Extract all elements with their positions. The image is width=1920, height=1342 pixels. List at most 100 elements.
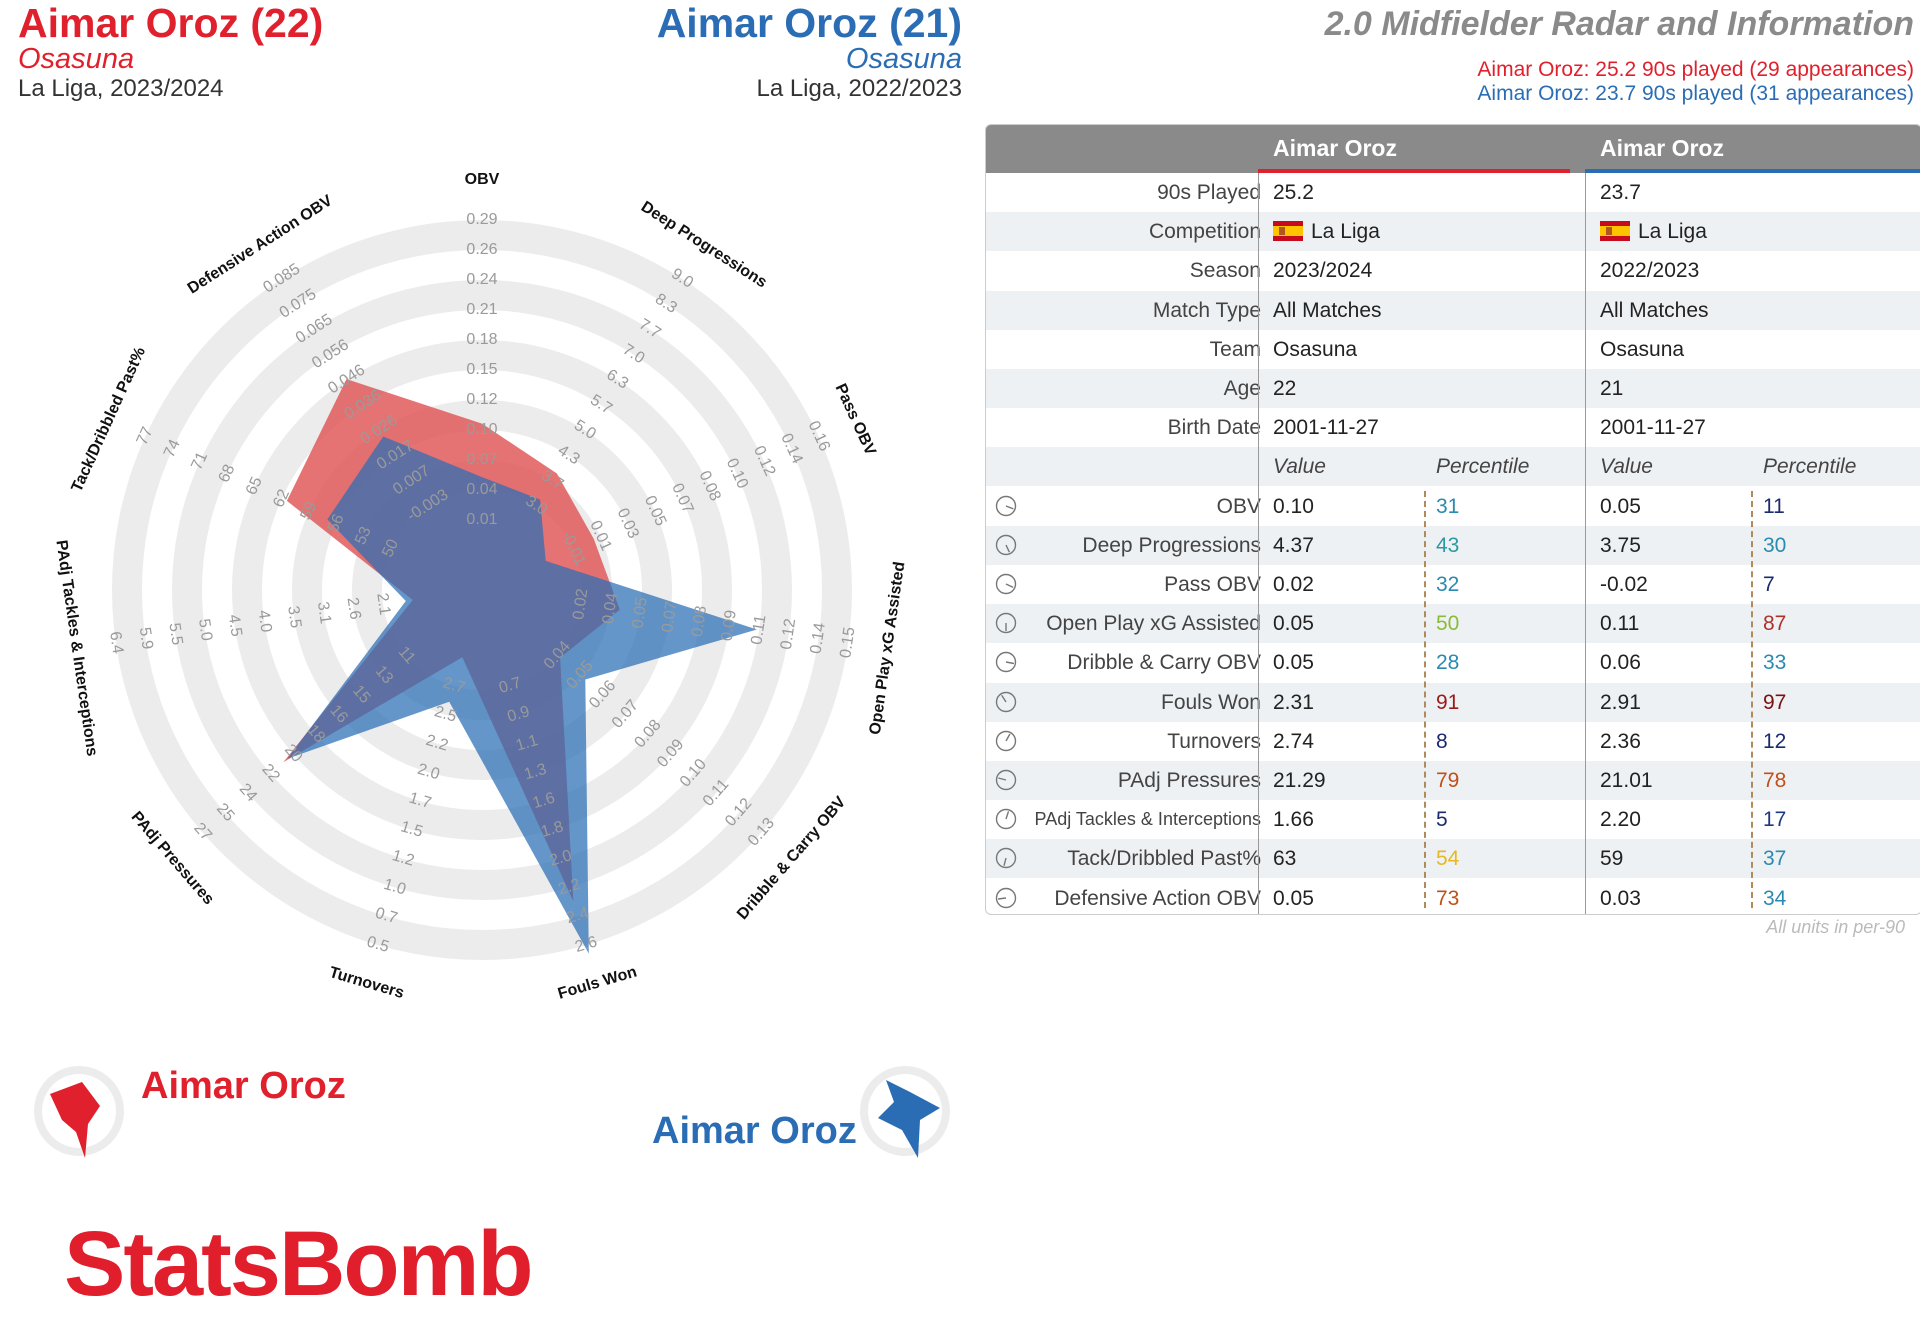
player1-percentile: 8 [1436,729,1448,753]
player1-percentile: 73 [1436,886,1460,910]
player1-value: 2.74 [1273,729,1314,753]
player2-percentile: 78 [1763,769,1787,792]
radar-tick-label: 68 [216,462,239,485]
percentile-gauge-icon [995,495,1017,516]
radar-tick-label: 0.10 [466,421,497,438]
radar-tick-label: 0.09 [719,609,740,642]
player1-competition: La Liga, 2023/2024 [18,75,224,102]
radar-tick-label: 4.0 [254,609,274,634]
player2-value: 2.36 [1600,729,1641,753]
player2-info: Aimar Oroz: 23.7 90s played (31 appearan… [1477,82,1914,105]
percentile-gauge-icon [995,887,1017,908]
percentile-divider [1424,490,1426,908]
radar-tick-label: 5.9 [136,626,156,651]
radar-tick-label: 3.5 [284,605,304,630]
radar-tick-label: 0.24 [466,271,497,288]
player2-percentile: 12 [1763,729,1787,753]
stat-label: Deep Progressions [1082,533,1261,557]
percentile-gauge-icon [995,534,1017,555]
player2-percentile: 97 [1763,690,1787,714]
table-row: Season 2023/2024 2022/2023 [986,251,1920,290]
radar-axis-label: Fouls Won [556,963,639,1002]
radar-tick-label: 4.5 [225,613,245,638]
row-label: Competition [1148,220,1261,244]
player1-value: 1.66 [1273,808,1314,832]
player2-legend-icon [860,1066,950,1158]
row-label: 90s Played [1157,181,1261,204]
radar-tick-label: 0.04 [600,592,621,625]
row-label: Season [1189,259,1261,283]
table-row: Value Percentile Value Percentile [986,447,1920,487]
radar-tick-label: 0.07 [659,600,680,633]
radar-tick-label: 1.2 [390,847,416,870]
player2-percentile: 30 [1763,533,1787,557]
player1-legend-label: Aimar Oroz [141,1065,346,1107]
player1-value-header: Value [1273,455,1326,479]
column-divider [1585,173,1586,914]
player1-value: 22 [1273,377,1297,400]
player2-percentile: 11 [1763,494,1785,518]
radar-axis-label: Turnovers [327,964,406,1002]
player1-value: 0.10 [1273,494,1314,518]
player2-value: 3.75 [1600,533,1641,557]
table-row: Deep Progressions 4.37 43 3.75 30 [986,525,1920,565]
radar-tick-label: 0.5 [365,933,391,956]
radar-tick-label: 2.2 [424,732,450,755]
units-note: All units in per-90 [1766,917,1905,937]
radar-tick-label: 0.08 [689,605,710,638]
radar-tick-label: 59 [297,499,320,522]
radar-tick-label: 0.9 [505,703,531,726]
player1-value: 4.37 [1273,533,1314,557]
radar-tick-label: 1.8 [539,818,565,841]
radar-tick-label: 5.0 [195,618,215,643]
player1-name: Aimar Oroz (22) [18,0,324,46]
radar-tick-label: 1.6 [531,790,557,813]
player2-legend-label: Aimar Oroz [652,1110,857,1152]
player1-value: 2023/2024 [1273,259,1373,283]
player2-value: 21.01 [1600,769,1653,792]
radar-tick-label: 74 [161,437,184,460]
radar-tick-label: 2.0 [548,847,574,870]
player2-percentile: 33 [1763,651,1787,675]
stat-label: Open Play xG Assisted [1046,612,1261,636]
percentile-gauge-icon [995,848,1017,869]
percentile-gauge-icon [995,808,1017,830]
player1-percentile: 5 [1436,808,1448,832]
player2-percentile: 7 [1763,573,1775,596]
player2-value: 21 [1600,377,1624,400]
radar-tick-label: 50 [379,537,402,560]
player2-percentile: 34 [1763,886,1787,910]
radar-tick-label: 2.5 [432,703,458,726]
radar-tick-label: 1.7 [407,790,433,813]
player2-color-bar [1585,169,1920,173]
radar-tick-label: 0.21 [466,301,497,318]
table-row: PAdj Pressures 21.29 79 21.01 78 [986,761,1920,800]
radar-axis-label: OBV [465,171,500,188]
radar-tick-label: 0.15 [837,626,858,659]
radar-tick-label: 62 [270,487,293,510]
player1-value: 0.05 [1273,886,1314,910]
table-row: Match Type All Matches All Matches [986,290,1920,330]
player2-value: All Matches [1600,298,1709,322]
row-label: Match Type [1152,298,1261,322]
player1-percentile: 79 [1436,769,1460,792]
player2-value-header: Value [1600,455,1653,479]
stat-label: Turnovers [1167,729,1261,753]
player1-value: Osasuna [1273,337,1358,361]
player2-value: La Liga [1600,220,1707,244]
radar-tick-label: 65 [243,474,266,497]
player1-percentile: 31 [1436,494,1460,518]
player1-value: All Matches [1273,298,1382,322]
player1-team: Osasuna [18,43,135,75]
table-row: 90s Played 25.2 23.7 [986,173,1920,212]
radar-tick-label: 2.4 [565,905,591,928]
percentile-gauge-icon [995,730,1017,751]
player1-value: 0.05 [1273,612,1314,636]
player1-value: 25.2 [1273,181,1314,204]
radar-tick-label: 5.5 [165,622,185,647]
radar-tick-label: 0.04 [466,481,497,498]
player1-value: 0.05 [1273,651,1314,675]
radar-tick-label: 0.26 [466,241,497,258]
radar-tick-label: 0.01 [466,511,497,528]
radar-tick-label: 0.15 [466,361,497,378]
